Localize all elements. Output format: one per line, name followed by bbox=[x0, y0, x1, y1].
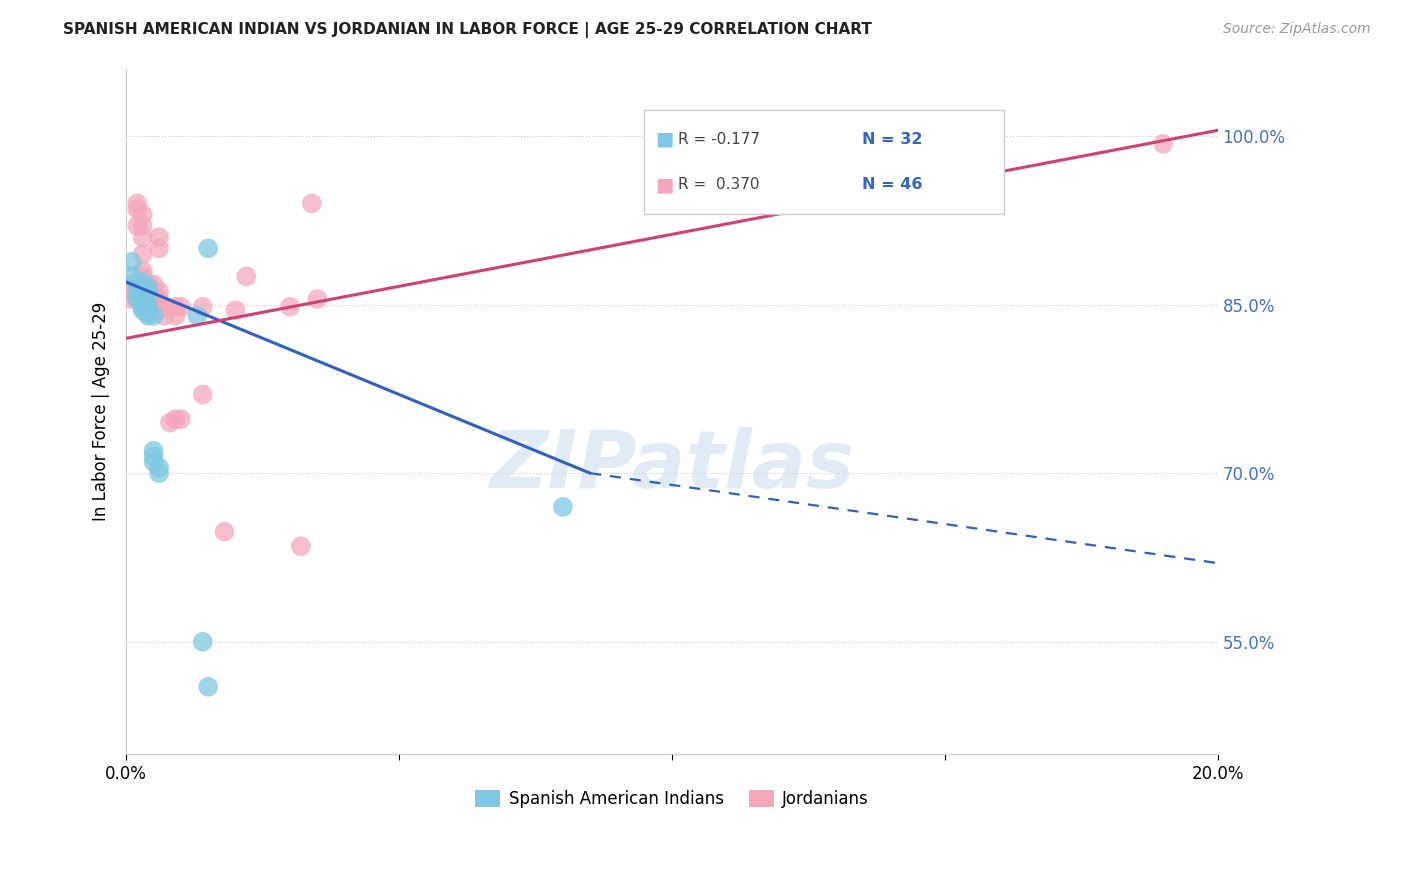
Point bbox=[153, 309, 176, 323]
Point bbox=[127, 292, 149, 306]
Point bbox=[136, 303, 159, 318]
Point bbox=[131, 269, 153, 284]
Point bbox=[127, 284, 149, 298]
Point bbox=[127, 292, 149, 306]
Point bbox=[131, 286, 153, 301]
Point bbox=[186, 309, 208, 323]
Text: ■: ■ bbox=[655, 175, 673, 194]
Point bbox=[142, 450, 165, 464]
Point bbox=[131, 297, 153, 311]
Point bbox=[235, 269, 257, 284]
Point bbox=[136, 297, 159, 311]
Text: SPANISH AMERICAN INDIAN VS JORDANIAN IN LABOR FORCE | AGE 25-29 CORRELATION CHAR: SPANISH AMERICAN INDIAN VS JORDANIAN IN … bbox=[63, 22, 872, 38]
Text: ZIPatlas: ZIPatlas bbox=[489, 427, 855, 505]
Point bbox=[224, 303, 246, 318]
Point bbox=[142, 277, 165, 292]
Point bbox=[301, 196, 323, 211]
Legend: Spanish American Indians, Jordanians: Spanish American Indians, Jordanians bbox=[468, 783, 876, 814]
Point bbox=[170, 300, 193, 314]
Point bbox=[127, 196, 149, 211]
Point bbox=[136, 307, 159, 321]
Point bbox=[159, 416, 181, 430]
Point bbox=[121, 255, 143, 269]
Point bbox=[131, 288, 153, 302]
Point bbox=[127, 219, 149, 233]
Point bbox=[148, 241, 170, 255]
Point bbox=[131, 281, 153, 295]
Point bbox=[136, 309, 159, 323]
Point bbox=[121, 292, 143, 306]
Point bbox=[127, 202, 149, 216]
Point bbox=[165, 300, 187, 314]
Point bbox=[148, 466, 170, 480]
Point bbox=[278, 300, 301, 314]
Point bbox=[165, 309, 187, 323]
Point bbox=[136, 301, 159, 315]
Point bbox=[131, 290, 153, 304]
Text: R = -0.177: R = -0.177 bbox=[678, 132, 761, 147]
Point bbox=[131, 301, 153, 315]
Point bbox=[131, 264, 153, 278]
Point bbox=[214, 524, 236, 539]
Point bbox=[131, 284, 153, 298]
Point bbox=[142, 443, 165, 458]
Point bbox=[165, 412, 187, 426]
Point bbox=[131, 230, 153, 244]
Point bbox=[1152, 136, 1174, 151]
Point bbox=[121, 269, 143, 284]
Point bbox=[551, 500, 574, 514]
Point bbox=[197, 680, 219, 694]
Point bbox=[142, 284, 165, 298]
Point bbox=[131, 277, 153, 292]
Point bbox=[148, 284, 170, 298]
Text: N = 46: N = 46 bbox=[862, 178, 922, 192]
Point bbox=[153, 300, 176, 314]
Y-axis label: In Labor Force | Age 25-29: In Labor Force | Age 25-29 bbox=[93, 301, 110, 521]
Point bbox=[142, 309, 165, 323]
Point bbox=[170, 412, 193, 426]
Point bbox=[131, 247, 153, 261]
Point bbox=[148, 292, 170, 306]
Point bbox=[290, 539, 312, 553]
Point bbox=[142, 455, 165, 469]
Point bbox=[136, 292, 159, 306]
Point bbox=[131, 292, 153, 306]
Point bbox=[136, 277, 159, 292]
Point bbox=[136, 286, 159, 301]
Point bbox=[191, 387, 214, 401]
Point bbox=[142, 292, 165, 306]
Text: N = 32: N = 32 bbox=[862, 132, 922, 147]
Point bbox=[197, 241, 219, 255]
Text: Source: ZipAtlas.com: Source: ZipAtlas.com bbox=[1223, 22, 1371, 37]
Point bbox=[131, 303, 153, 318]
Point bbox=[191, 300, 214, 314]
Point bbox=[191, 635, 214, 649]
Point bbox=[127, 284, 149, 298]
Point bbox=[148, 460, 170, 475]
Point bbox=[136, 284, 159, 298]
Point bbox=[148, 230, 170, 244]
Point bbox=[148, 303, 170, 318]
Point bbox=[136, 281, 159, 295]
Point bbox=[131, 208, 153, 222]
Point bbox=[121, 284, 143, 298]
Point bbox=[121, 277, 143, 292]
Point bbox=[131, 219, 153, 233]
Point bbox=[131, 275, 153, 289]
Point bbox=[307, 292, 329, 306]
Point bbox=[131, 294, 153, 309]
Text: ■: ■ bbox=[655, 130, 673, 149]
Point bbox=[127, 275, 149, 289]
Text: R =  0.370: R = 0.370 bbox=[678, 178, 759, 192]
